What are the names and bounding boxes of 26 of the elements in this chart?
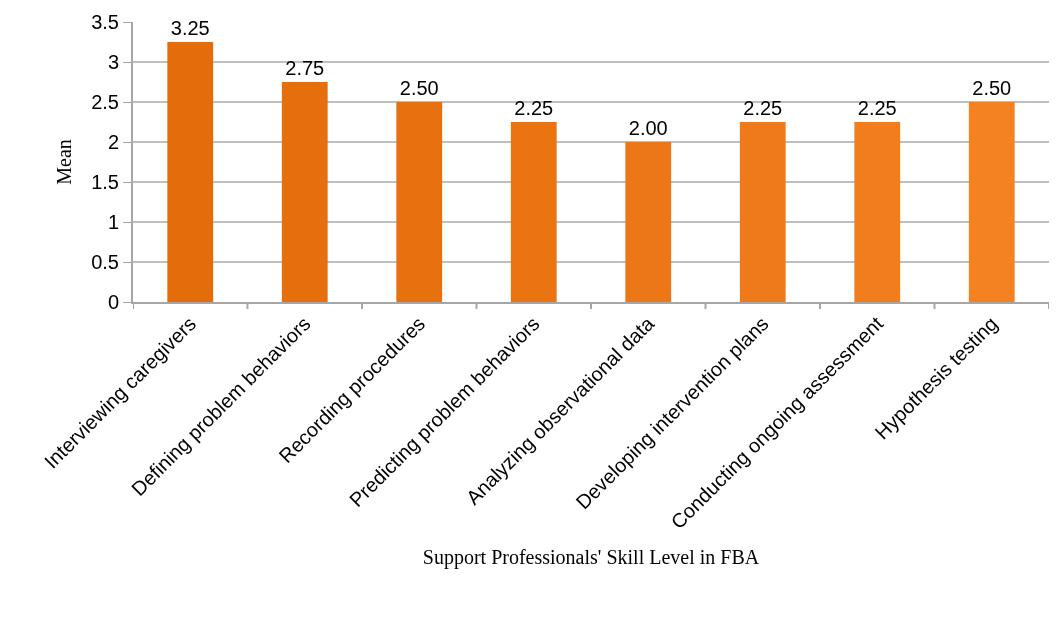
data-label: 2.75 bbox=[285, 57, 325, 79]
y-axis-title: Mean bbox=[53, 139, 76, 185]
bar bbox=[854, 122, 901, 302]
y-tick-label: 2.5 bbox=[91, 91, 119, 113]
data-label: 3.25 bbox=[170, 17, 210, 39]
x-axis-title: Support Professionals' Skill Level in FBA bbox=[422, 546, 760, 570]
data-label: 2.25 bbox=[743, 97, 783, 119]
data-label: 2.50 bbox=[972, 77, 1012, 99]
y-tick-label: 3.5 bbox=[91, 11, 119, 33]
bar bbox=[625, 142, 672, 302]
y-tick-label: 0.5 bbox=[91, 251, 119, 273]
bar bbox=[739, 122, 786, 302]
bar bbox=[396, 102, 443, 302]
y-tick-label: 1 bbox=[107, 211, 119, 233]
y-tick-label: 3 bbox=[107, 51, 119, 73]
y-tick-label: 0 bbox=[107, 291, 119, 313]
bar bbox=[281, 82, 328, 302]
data-label: 2.00 bbox=[628, 117, 668, 139]
bar bbox=[167, 42, 214, 302]
data-label: 2.25 bbox=[514, 97, 554, 119]
bar bbox=[510, 122, 557, 302]
bar bbox=[968, 102, 1015, 302]
y-tick-label: 2 bbox=[107, 131, 119, 153]
data-label: 2.50 bbox=[399, 77, 439, 99]
y-tick-label: 1.5 bbox=[91, 171, 119, 193]
data-label: 2.25 bbox=[857, 97, 897, 119]
